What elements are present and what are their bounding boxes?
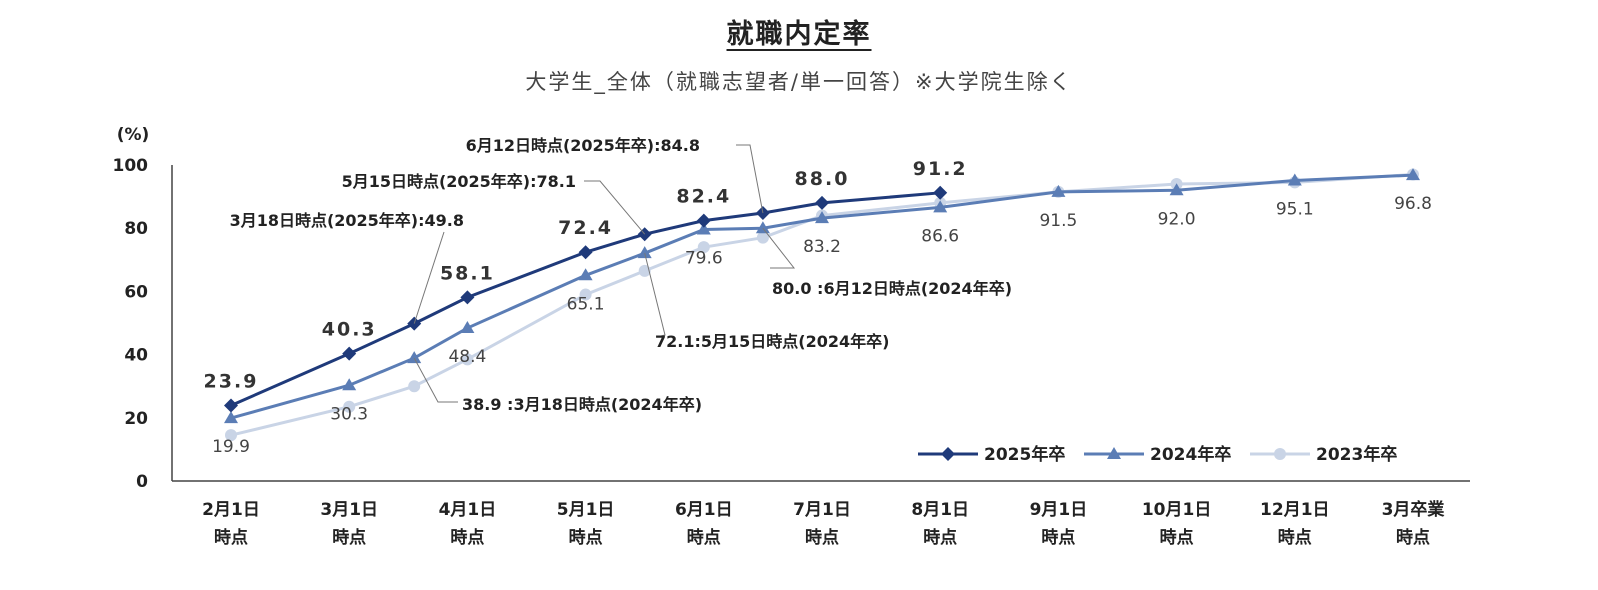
data-point-circle bbox=[1274, 448, 1286, 460]
data-point-diamond bbox=[696, 213, 711, 228]
data-point-circle bbox=[343, 400, 356, 413]
data-label-2024: 96.8 bbox=[1394, 194, 1432, 214]
data-point-circle bbox=[225, 429, 237, 442]
annotation-label: 5月15日時点(2025年卒):78.1 bbox=[342, 172, 576, 191]
data-point-triangle bbox=[637, 246, 652, 259]
data-label-2024: 30.3 bbox=[330, 404, 368, 424]
y-tick-label: 20 bbox=[124, 409, 148, 429]
data-point-triangle bbox=[342, 378, 357, 391]
y-tick-label: 60 bbox=[124, 282, 148, 302]
data-point-triangle bbox=[407, 351, 422, 364]
data-label-2025: 40.3 bbox=[322, 319, 377, 341]
x-tick-label: 4月1日時点 bbox=[439, 500, 497, 548]
legend: 2025年卒 2024年卒 2023年卒 bbox=[918, 444, 1397, 465]
data-point-diamond bbox=[578, 245, 593, 260]
annotation-leader-line bbox=[584, 180, 646, 235]
data-point-triangle bbox=[1107, 447, 1121, 459]
data-point-triangle bbox=[1406, 168, 1420, 181]
legend-label: 2024年卒 bbox=[1150, 444, 1231, 465]
data-point-diamond bbox=[941, 447, 955, 461]
annotation-label: 6月12日時点(2025年卒):84.8 bbox=[466, 136, 700, 155]
annotation-label: 38.9 :3月18日時点(2024年卒) bbox=[462, 395, 702, 414]
x-tick-label: 7月1日時点 bbox=[793, 500, 851, 548]
series-line bbox=[230, 173, 1414, 420]
annotation-label: 3月18日時点(2025年卒):49.8 bbox=[230, 211, 464, 230]
data-label-2024: 19.9 bbox=[212, 437, 250, 457]
data-point-circle bbox=[579, 288, 592, 301]
data-label-2025: 82.4 bbox=[676, 186, 731, 208]
data-label-2025: 88.0 bbox=[795, 168, 850, 190]
data-point-triangle bbox=[815, 211, 829, 224]
chart-title: 就職内定率 bbox=[726, 19, 872, 50]
data-point-triangle bbox=[696, 222, 711, 235]
data-label-2024: 95.1 bbox=[1276, 199, 1314, 219]
data-label-2024: 83.2 bbox=[803, 237, 841, 257]
data-point-diamond bbox=[933, 185, 948, 200]
data-label-2024: 92.0 bbox=[1158, 209, 1196, 229]
data-label-2025: 58.1 bbox=[440, 262, 495, 284]
x-tick-label: 9月1日時点 bbox=[1030, 500, 1088, 548]
y-tick-label: 0 bbox=[136, 472, 148, 492]
x-tick-label: 3月卒業時点 bbox=[1382, 499, 1445, 548]
data-label-2024: 79.6 bbox=[685, 248, 723, 268]
series-2023年卒 bbox=[225, 168, 1419, 442]
data-point-triangle bbox=[1287, 173, 1302, 186]
x-tick-label: 2月1日時点 bbox=[202, 500, 260, 548]
data-point-diamond bbox=[224, 398, 238, 413]
data-label-2025: 91.2 bbox=[913, 158, 968, 180]
x-tick-label: 3月1日時点 bbox=[320, 500, 378, 548]
x-tick-label: 8月1日時点 bbox=[911, 500, 969, 548]
x-tick-label: 12月1日時点 bbox=[1260, 500, 1330, 548]
series-line bbox=[230, 172, 1414, 437]
annotation-label: 72.1:5月15日時点(2024年卒) bbox=[655, 332, 889, 351]
data-point-circle bbox=[461, 353, 474, 366]
data-point-triangle bbox=[755, 221, 770, 234]
data-point-triangle bbox=[933, 200, 948, 213]
data-point-diamond bbox=[342, 346, 357, 361]
data-point-diamond bbox=[460, 290, 475, 305]
x-tick-label: 10月1日時点 bbox=[1142, 500, 1212, 548]
y-tick-label: 80 bbox=[124, 219, 148, 239]
y-axis-unit: (%) bbox=[117, 125, 150, 145]
annotation-leader-line bbox=[644, 253, 666, 338]
legend-label: 2023年卒 bbox=[1316, 444, 1397, 465]
data-label-2024: 86.6 bbox=[921, 226, 959, 246]
data-point-circle bbox=[756, 231, 769, 244]
annotation-leader-line bbox=[413, 231, 445, 324]
data-point-triangle bbox=[460, 321, 475, 334]
series-line bbox=[230, 191, 941, 407]
data-label-2025: 72.4 bbox=[558, 217, 613, 239]
legend-label: 2025年卒 bbox=[984, 444, 1065, 465]
annotation-leader-line bbox=[736, 144, 764, 214]
data-label-2024: 91.5 bbox=[1039, 211, 1077, 231]
data-point-circle bbox=[697, 241, 710, 254]
y-tick-label: 40 bbox=[124, 346, 148, 366]
data-label-2024: 48.4 bbox=[448, 347, 486, 367]
x-tick-label: 5月1日時点 bbox=[557, 500, 615, 548]
data-point-triangle bbox=[224, 411, 238, 424]
y-tick-label: 100 bbox=[113, 156, 149, 176]
annotation-leader-line bbox=[413, 357, 458, 403]
annotation-label: 80.0 :6月12日時点(2024年卒) bbox=[772, 279, 1012, 298]
data-point-triangle bbox=[578, 268, 593, 281]
data-label-2025: 23.9 bbox=[204, 370, 259, 392]
series-2024年卒 bbox=[224, 168, 1420, 424]
data-point-triangle bbox=[1051, 184, 1066, 197]
chart-subtitle: 大学生_全体（就職志望者/単一回答）※大学院生除く bbox=[525, 70, 1073, 94]
data-point-triangle bbox=[1169, 183, 1184, 196]
annotation-leader-line bbox=[762, 227, 796, 269]
data-label-2024: 65.1 bbox=[567, 294, 605, 314]
data-point-diamond bbox=[815, 195, 829, 210]
x-tick-label: 6月1日時点 bbox=[675, 500, 733, 548]
data-point-circle bbox=[408, 380, 421, 393]
data-point-circle bbox=[638, 264, 651, 277]
